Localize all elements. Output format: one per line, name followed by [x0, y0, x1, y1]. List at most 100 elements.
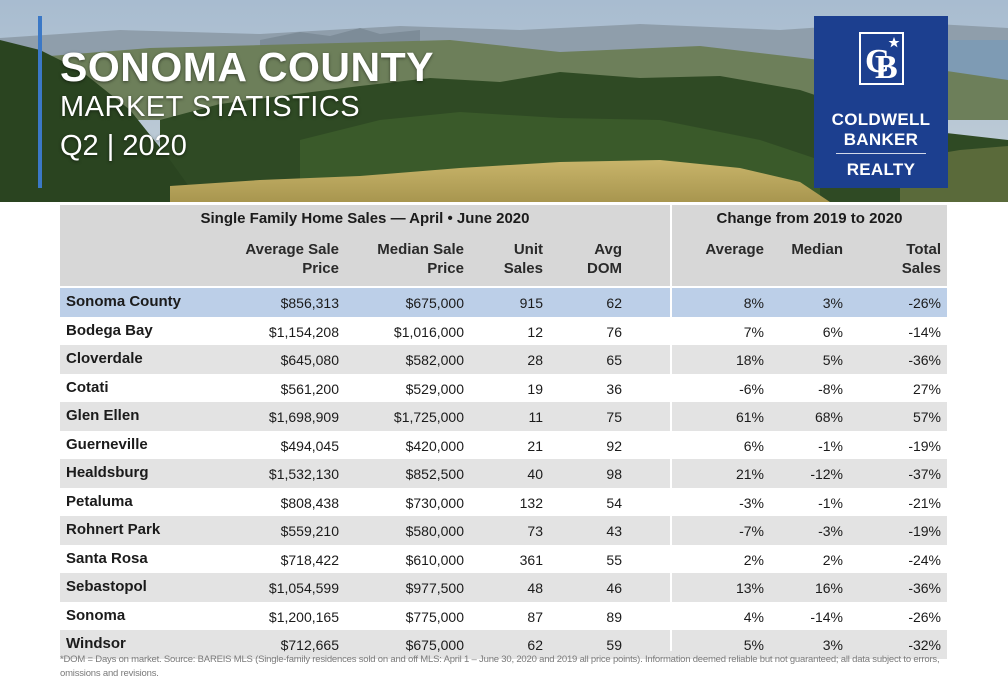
- title-accent-rule: [38, 16, 42, 188]
- col-header-chg-total-line2: Sales: [901, 260, 941, 277]
- group-header-sales: Single Family Home Sales — April • June …: [60, 205, 670, 233]
- page-title: SONOMA COUNTY: [60, 44, 434, 90]
- cell-area-name: Cloverdale: [66, 350, 143, 367]
- cell-area-name: Rohnert Park: [66, 521, 161, 538]
- logo-text-realty: REALTY: [846, 160, 916, 179]
- cb-monogram-icon: C B: [859, 32, 904, 86]
- table-row: Cotati $561,200 $529,000 19 36 -6% -8% 27%: [60, 374, 947, 403]
- cell-chg-median: 5%: [822, 352, 843, 368]
- cell-chg-average: -3%: [739, 494, 764, 511]
- cell-avg-dom: 62: [606, 295, 622, 311]
- cell-avg-price: $561,200: [280, 380, 339, 397]
- report-period: Q2 | 2020: [60, 130, 187, 162]
- cell-avg-price: $808,438: [280, 494, 339, 511]
- cell-area-name: Guerneville: [66, 435, 148, 453]
- cell-chg-median: 6%: [822, 323, 843, 340]
- table-row: Healdsburg $1,532,130 $852,500 40 98 21% -12% -…: [60, 459, 947, 488]
- cell-chg-median: -3%: [818, 523, 843, 539]
- cell-chg-total: -36%: [908, 352, 941, 368]
- cell-avg-dom: 46: [606, 580, 622, 596]
- svg-text:C: C: [865, 43, 890, 80]
- logo-divider: [836, 153, 926, 154]
- cell-median-price: $420,000: [405, 437, 464, 454]
- col-header-avg-dom-line1: Avg: [594, 241, 622, 258]
- table-row: Sonoma $1,200,165 $775,000 87 89 4% -14% -26%: [60, 602, 947, 631]
- table-row: Petaluma $808,438 $730,000 132 54 -3% -1% -21%: [60, 488, 947, 517]
- cell-chg-median: -1%: [818, 437, 843, 454]
- cell-chg-total: 57%: [912, 409, 941, 425]
- cell-chg-median: -8%: [818, 380, 843, 397]
- cell-area-name: Petaluma: [66, 492, 133, 510]
- col-header-chg-average: Average: [705, 240, 764, 259]
- cell-chg-median: 16%: [814, 580, 843, 596]
- cell-avg-dom: 36: [606, 380, 622, 397]
- col-header-chg-median: Median: [791, 240, 843, 259]
- cell-unit-sales: 62: [527, 637, 543, 653]
- cell-median-price: $582,000: [405, 352, 464, 368]
- col-header-chg-median-line1: Median: [791, 241, 843, 258]
- cell-area-name: Sonoma County: [66, 293, 181, 310]
- cell-chg-average: 61%: [735, 409, 764, 425]
- hero-banner: SONOMA COUNTY MARKET STATISTICS Q2 | 202…: [0, 0, 1008, 202]
- cell-median-price: $610,000: [405, 551, 464, 568]
- cell-avg-dom: 54: [606, 494, 622, 511]
- cell-unit-sales: 11: [528, 409, 543, 425]
- table-row: Cloverdale $645,080 $582,000 28 65 18% 5% -36%: [60, 345, 947, 374]
- cell-unit-sales: 915: [519, 295, 543, 311]
- cell-chg-total: -37%: [908, 466, 941, 482]
- cell-area-name: Healdsburg: [66, 464, 149, 481]
- cell-chg-total: -21%: [908, 494, 941, 511]
- cell-chg-average: 7%: [743, 323, 764, 340]
- col-header-unit-sales-line1: Unit: [513, 241, 543, 258]
- cell-chg-average: 21%: [735, 466, 764, 482]
- cell-avg-dom: 98: [606, 466, 622, 482]
- cell-chg-median: -12%: [810, 466, 843, 482]
- table-row: Rohnert Park $559,210 $580,000 73 43 -7% -3% -1…: [60, 516, 947, 545]
- cell-avg-price: $1,200,165: [268, 608, 339, 625]
- cell-chg-median: 3%: [822, 295, 843, 311]
- col-header-avg-price-line2: Price: [302, 260, 339, 277]
- column-group-divider: [670, 205, 672, 651]
- table-row: Sebastopol $1,054,599 $977,500 48 46 13% 16% -3…: [60, 573, 947, 602]
- cell-avg-price: $856,313: [280, 295, 339, 311]
- group-header-change: Change from 2019 to 2020: [672, 205, 947, 233]
- cell-chg-median: 2%: [822, 551, 843, 568]
- col-header-median-price: Median Sale Price: [377, 240, 464, 278]
- column-headers-sales: Average Sale Price Median Sale Price Uni…: [60, 233, 670, 286]
- cell-avg-dom: 89: [606, 608, 622, 625]
- cell-unit-sales: 21: [527, 437, 543, 454]
- cell-area-name: Santa Rosa: [66, 549, 148, 567]
- cell-avg-dom: 75: [606, 409, 622, 425]
- cell-median-price: $730,000: [405, 494, 464, 511]
- col-header-avg-dom: Avg DOM: [587, 240, 622, 278]
- cell-unit-sales: 12: [527, 323, 543, 340]
- cell-chg-total: -26%: [908, 295, 941, 311]
- cell-avg-dom: 65: [606, 352, 622, 368]
- cell-chg-average: -6%: [739, 380, 764, 397]
- cell-median-price: $529,000: [405, 380, 464, 397]
- cell-chg-total: -24%: [908, 551, 941, 568]
- cell-area-name: Bodega Bay: [66, 321, 153, 339]
- col-header-chg-average-line1: Average: [705, 241, 764, 258]
- cell-median-price: $580,000: [405, 523, 464, 539]
- cell-unit-sales: 19: [527, 380, 543, 397]
- cell-median-price: $977,500: [405, 580, 464, 596]
- cell-avg-dom: 59: [606, 637, 622, 653]
- cell-chg-average: 5%: [743, 637, 764, 653]
- cell-avg-price: $559,210: [280, 523, 339, 539]
- cell-chg-average: 8%: [743, 295, 764, 311]
- cell-chg-total: -36%: [908, 580, 941, 596]
- col-header-unit-sales-line2: Sales: [503, 260, 543, 277]
- table-row: Bodega Bay $1,154,208 $1,016,000 12 76 7% 6% -1…: [60, 317, 947, 346]
- cell-avg-dom: 92: [606, 437, 622, 454]
- cell-area-name: Cotati: [66, 378, 109, 396]
- cell-chg-average: 18%: [735, 352, 764, 368]
- table-row: Windsor $712,665 $675,000 62 59 5% 3% -32%: [60, 630, 947, 659]
- cell-median-price: $1,016,000: [393, 323, 464, 340]
- cell-unit-sales: 28: [527, 352, 543, 368]
- table-row: Sonoma County $856,313 $675,000 915 62 8% 3% -2…: [60, 288, 947, 317]
- cell-chg-average: 2%: [743, 551, 764, 568]
- cell-avg-price: $712,665: [280, 637, 339, 653]
- cell-median-price: $675,000: [405, 295, 464, 311]
- page-subtitle: MARKET STATISTICS: [60, 91, 361, 123]
